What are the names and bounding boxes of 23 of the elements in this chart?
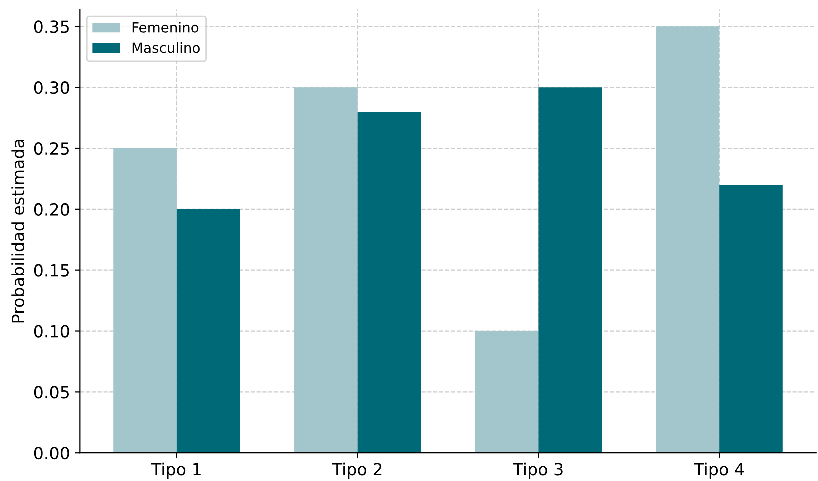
- bar: [475, 331, 539, 454]
- x-tick-label: Tipo 1: [151, 462, 201, 479]
- y-tick-label: 0.10: [34, 325, 70, 338]
- bar: [720, 185, 783, 454]
- y-tick-label: 0.30: [34, 82, 70, 94]
- y-tick-label: 0.00: [34, 447, 70, 460]
- bar: [656, 26, 720, 454]
- bar: [114, 148, 177, 454]
- y-tick-label: 0.05: [34, 386, 69, 399]
- bar: [358, 112, 422, 454]
- y-tick-label: 0.25: [34, 142, 69, 156]
- x-tick-label: Tipo 3: [513, 462, 563, 479]
- bar: [176, 209, 240, 454]
- legend-label: Masculino: [132, 42, 200, 54]
- y-axis-title: Probabilidad estimada: [12, 140, 25, 323]
- y-tick-label: 0.35: [34, 20, 69, 34]
- x-tick-label: Tipo 2: [332, 462, 382, 479]
- x-tick-label: Tipo 4: [694, 462, 744, 479]
- bar: [538, 88, 602, 454]
- y-tick-label: 0.20: [34, 203, 70, 216]
- legend-label: Femenino: [132, 22, 199, 33]
- bar: [294, 88, 358, 454]
- y-tick-label: 0.15: [34, 264, 69, 277]
